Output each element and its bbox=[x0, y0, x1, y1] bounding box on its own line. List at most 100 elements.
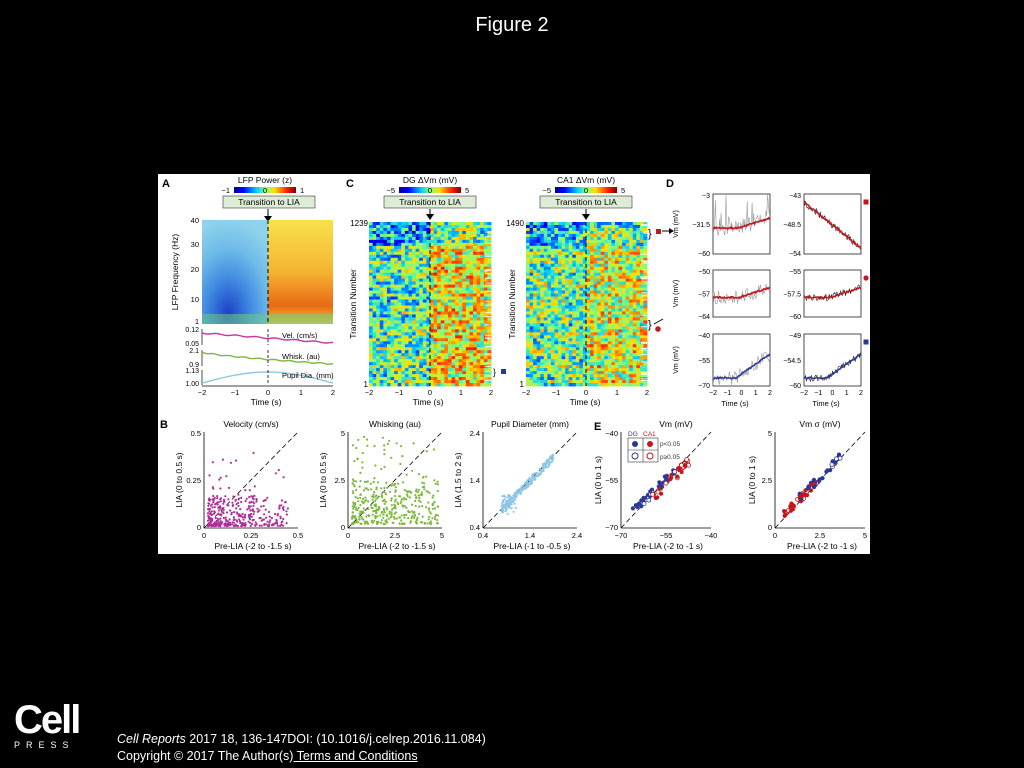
heatmap-cell bbox=[404, 338, 409, 342]
heatmap-cell bbox=[369, 222, 373, 226]
heatmap-cell bbox=[422, 254, 427, 259]
heatmap-cell bbox=[558, 284, 562, 288]
heatmap-cell bbox=[426, 266, 431, 271]
heatmap-cell bbox=[476, 371, 481, 375]
panel-c-ca1-xlabel: Time (s) bbox=[570, 397, 601, 407]
heatmap-cell bbox=[629, 239, 634, 244]
heatmap-cell bbox=[572, 245, 577, 250]
heatmap-cell bbox=[590, 248, 595, 253]
heatmap-cell bbox=[376, 245, 381, 250]
scatter-point bbox=[365, 521, 368, 524]
heatmap-cell bbox=[480, 362, 485, 366]
heatmap-cell bbox=[625, 293, 630, 297]
heatmap-cell bbox=[465, 242, 470, 247]
scatter-point bbox=[425, 475, 428, 478]
heatmap-cell bbox=[586, 341, 591, 345]
heatmap-cell bbox=[547, 287, 552, 291]
heatmap-cell bbox=[643, 248, 648, 253]
heatmap-cell bbox=[372, 338, 377, 342]
heatmap-cell bbox=[561, 359, 566, 363]
heatmap-cell bbox=[632, 311, 637, 315]
heatmap-cell bbox=[480, 320, 485, 324]
heatmap-cell bbox=[554, 272, 559, 277]
scatter-point bbox=[432, 502, 435, 505]
heatmap-cell bbox=[404, 374, 409, 378]
heatmap-cell bbox=[526, 275, 530, 280]
heatmap-cell bbox=[444, 335, 449, 339]
heatmap-cell bbox=[426, 227, 431, 232]
heatmap-cell bbox=[622, 362, 627, 366]
scatter-point bbox=[260, 505, 263, 508]
heatmap-cell bbox=[433, 278, 438, 283]
heatmap-cell bbox=[483, 260, 488, 265]
heatmap-cell bbox=[455, 311, 460, 315]
heatmap-cell bbox=[558, 368, 562, 372]
heatmap-cell bbox=[383, 350, 388, 354]
heatmap-cell bbox=[536, 359, 541, 363]
heatmap-cell bbox=[487, 278, 492, 283]
heatmap-cell bbox=[383, 245, 388, 250]
scatter-point bbox=[366, 444, 369, 447]
heatmap-cell bbox=[618, 222, 623, 226]
heatmap-cell bbox=[600, 374, 605, 378]
panel-b-xlabel: Pre-LIA (-1 to -0.5 s) bbox=[494, 541, 571, 551]
heatmap-cell bbox=[629, 269, 634, 274]
scatter-point bbox=[391, 482, 394, 485]
heatmap-cell bbox=[408, 377, 413, 381]
heatmap-cell bbox=[379, 284, 384, 288]
heatmap-cell bbox=[419, 314, 424, 318]
heatmap-cell bbox=[590, 335, 595, 339]
heatmap-cell bbox=[625, 383, 630, 387]
heatmap-cell bbox=[604, 245, 609, 250]
heatmap-cell bbox=[483, 266, 488, 271]
heatmap-cell bbox=[575, 377, 580, 381]
heatmap-cell bbox=[622, 332, 627, 336]
heatmap-cell bbox=[408, 254, 413, 259]
scatter-point bbox=[362, 507, 365, 510]
heatmap-cell bbox=[412, 371, 417, 375]
heatmap-cell bbox=[433, 248, 438, 253]
heatmap-cell bbox=[415, 222, 420, 226]
heatmap-cell bbox=[639, 222, 644, 226]
heatmap-cell bbox=[558, 248, 562, 253]
heatmap-cell bbox=[483, 290, 488, 294]
heatmap-cell bbox=[483, 284, 488, 288]
heatmap-cell bbox=[422, 311, 427, 315]
heatmap-cell bbox=[529, 305, 534, 309]
heatmap-cell bbox=[575, 323, 580, 327]
heatmap-cell bbox=[465, 260, 470, 265]
heatmap-cell bbox=[408, 371, 413, 375]
heatmap-cell bbox=[397, 281, 402, 286]
heatmap-cell bbox=[629, 263, 634, 268]
heatmap-cell bbox=[526, 284, 530, 288]
heatmap-cell bbox=[419, 284, 424, 288]
scatter-point bbox=[373, 491, 376, 494]
heatmap-cell bbox=[614, 371, 619, 375]
heatmap-cell bbox=[480, 383, 485, 387]
heatmap-cell bbox=[379, 293, 384, 297]
heatmap-cell bbox=[390, 263, 395, 268]
heatmap-cell bbox=[480, 299, 485, 303]
heatmap-cell bbox=[440, 383, 445, 387]
heatmap-cell bbox=[529, 374, 534, 378]
heatmap-cell bbox=[572, 311, 577, 315]
heatmap-cell bbox=[554, 233, 559, 238]
heatmap-cell bbox=[404, 222, 409, 226]
heatmap-cell bbox=[451, 341, 456, 345]
heatmap-cell bbox=[554, 323, 559, 327]
heatmap-cell bbox=[540, 338, 545, 342]
heatmap-cell bbox=[462, 254, 467, 259]
heatmap-cell bbox=[394, 320, 399, 324]
heatmap-cell bbox=[394, 224, 399, 229]
heatmap-cell bbox=[590, 242, 595, 247]
heatmap-cell bbox=[390, 278, 395, 283]
heatmap-cell bbox=[476, 332, 481, 336]
heatmap-cell bbox=[586, 332, 591, 336]
heatmap-cell bbox=[430, 230, 434, 235]
heatmap-cell bbox=[379, 224, 384, 229]
heatmap-cell bbox=[568, 224, 573, 229]
heatmap-cell bbox=[379, 350, 384, 354]
heatmap-cell bbox=[579, 248, 584, 253]
heatmap-cell bbox=[600, 317, 605, 321]
heatmap-cell bbox=[422, 287, 427, 291]
